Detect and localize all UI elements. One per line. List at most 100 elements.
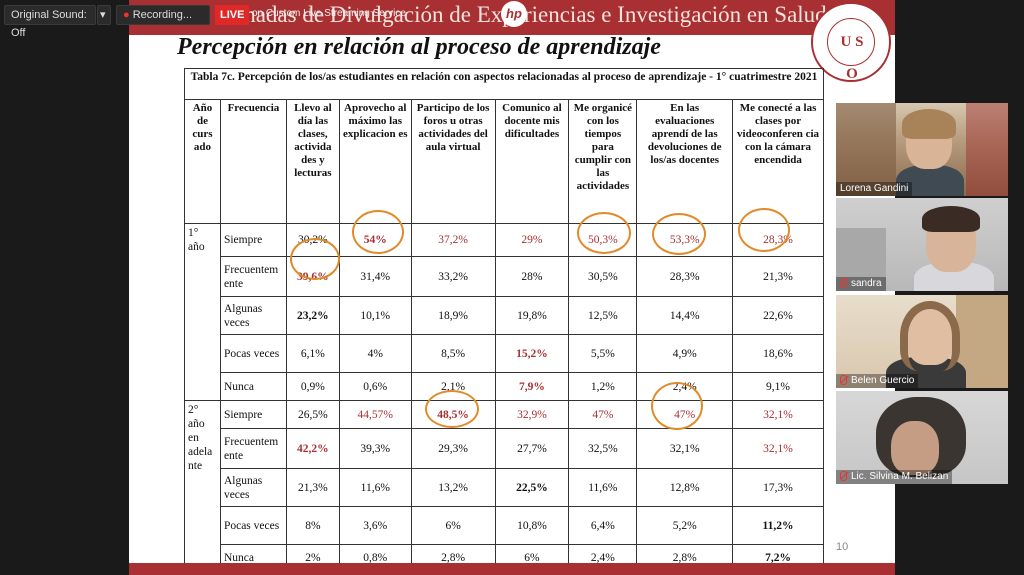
value-cell: 8,5% <box>410 334 496 373</box>
hp-logo-icon: hp <box>501 1 527 27</box>
value-cell: 29% <box>494 223 570 257</box>
value-cell: 42,2% <box>285 428 340 469</box>
value-cell: 12,8% <box>636 468 734 507</box>
value-cell: 4,9% <box>636 334 734 373</box>
value-cell: 4% <box>338 334 412 373</box>
chevron-down-icon[interactable]: ▾ <box>97 5 111 25</box>
value-cell: 33,2% <box>410 256 496 297</box>
video-tile[interactable]: Lorena Gandini <box>836 103 1008 196</box>
value-cell: 0,9% <box>285 372 340 401</box>
value-cell: 27,7% <box>494 428 570 469</box>
live-badge[interactable]: LIVE <box>215 5 250 25</box>
value-cell: 9,1% <box>732 372 824 401</box>
column-header: Frecuencia <box>219 99 287 224</box>
page-number: 10 <box>836 541 849 553</box>
value-cell: 6,1% <box>285 334 340 373</box>
table-row: 1° año Siempre 30,2% 54% 37,2% 29% 50,3% 53,3% 2… <box>184 223 824 401</box>
value-cell: 0,6% <box>338 372 412 401</box>
value-cell: 22,5% <box>494 468 570 507</box>
frequency-cell: Nunca <box>219 372 287 401</box>
value-cell: 6,4% <box>568 506 638 545</box>
mic-muted-icon <box>840 471 847 482</box>
slide-footer-bar <box>129 563 895 575</box>
value-cell: 7,9% <box>494 372 570 401</box>
value-cell: 50,3% <box>568 223 638 257</box>
value-cell: 13,2% <box>410 468 496 507</box>
original-sound-button[interactable]: Original Sound: Off <box>4 5 96 39</box>
value-cell: 21,3% <box>732 256 824 297</box>
value-cell: 15,2% <box>494 334 570 373</box>
year-cell: 2° año en adela nte <box>184 400 221 571</box>
value-cell: 39,3% <box>338 428 412 469</box>
mic-muted-icon <box>840 375 847 386</box>
value-cell: 1,2% <box>568 372 638 401</box>
value-cell: 29,3% <box>410 428 496 469</box>
value-cell: 32,5% <box>568 428 638 469</box>
table-row: Algunas veces 23,2% 10,1% 18,9% 19,8% 12,5% 14… <box>185 296 824 335</box>
recording-indicator[interactable]: ● Recording... <box>116 5 210 25</box>
presentation-slide: Tras las Jornadas de Divulgación de Expe… <box>129 0 895 575</box>
value-cell: 5,5% <box>568 334 638 373</box>
mic-muted-icon <box>840 278 847 289</box>
frequency-cell: Frecuentem ente <box>219 256 287 297</box>
value-cell: 47% <box>568 400 638 429</box>
value-cell: 18,9% <box>410 296 496 335</box>
value-cell: 39,6% <box>285 256 340 297</box>
value-cell: 19,8% <box>494 296 570 335</box>
value-cell: 21,3% <box>285 468 340 507</box>
live-service-label: on Custom Live Streaming Service <box>252 8 406 19</box>
value-cell: 30,2% <box>285 223 340 257</box>
column-header: Me organicé con los tiempos para cumplir… <box>568 99 638 224</box>
value-cell: 23,2% <box>285 296 340 335</box>
value-cell: 6% <box>410 506 496 545</box>
value-cell: 32,9% <box>494 400 570 429</box>
column-header: Aprovecho al máximo las explicacion es <box>338 99 412 224</box>
video-tile[interactable]: Belen Guercio <box>836 295 1008 388</box>
value-cell: 11,6% <box>338 468 412 507</box>
column-header: Comunico al docente mis dificultades <box>494 99 570 224</box>
video-tile[interactable]: Lic. Silvina M. Belizan <box>836 391 1008 484</box>
table-row: 2° año en adela nte Siempre 26,5% 44,57% 48,… <box>184 400 824 571</box>
table-row: Frecuentem ente 39,6% 31,4% 33,2% 28% 30,5% 28… <box>185 256 824 297</box>
value-cell: 14,4% <box>636 296 734 335</box>
slide-title: Percepción en relación al proceso de apr… <box>177 34 661 60</box>
value-cell: 47% <box>636 400 734 429</box>
table-row: Pocas veces 6,1% 4% 8,5% 15,2% 5,5% 4,9% 18,6% <box>185 334 824 373</box>
value-cell: 11,2% <box>732 506 824 545</box>
value-cell: 28% <box>494 256 570 297</box>
value-cell: 28,3% <box>732 223 824 257</box>
perception-table: Tabla 7c. Percepción de los/as estudiant… <box>184 68 824 571</box>
column-header: Participo de los foros u otras actividad… <box>410 99 496 224</box>
table-row: Pocas veces 8% 3,6% 6% 10,8% 6,4% 5,2% 11,2% <box>185 506 824 545</box>
value-cell: 12,5% <box>568 296 638 335</box>
university-seal-icon: U S O <box>811 2 891 82</box>
participant-label: Lic. Silvina M. Belizan <box>836 470 953 484</box>
value-cell: 17,3% <box>732 468 824 507</box>
value-cell: 37,2% <box>410 223 496 257</box>
value-cell: 3,6% <box>338 506 412 545</box>
frequency-cell: Siempre <box>219 400 287 429</box>
frequency-cell: Frecuentem ente <box>219 428 287 469</box>
frequency-cell: Pocas veces <box>219 506 287 545</box>
table-row: Frecuentem ente 42,2% 39,3% 29,3% 27,7% 32,5%… <box>185 428 824 469</box>
frequency-cell: Algunas veces <box>219 468 287 507</box>
record-icon: ● <box>123 9 133 21</box>
value-cell: 2,1% <box>410 372 496 401</box>
value-cell: 32,1% <box>732 400 824 429</box>
column-header: Me conecté a las clases por videoconfere… <box>732 99 824 224</box>
column-header: Llevo al día las clases, activida des y … <box>285 99 340 224</box>
column-header: En las evaluaciones aprendí de las devol… <box>636 99 734 224</box>
value-cell: 44,57% <box>338 400 412 429</box>
video-tile[interactable]: sandra <box>836 198 1008 291</box>
value-cell: 8% <box>285 506 340 545</box>
value-cell: 30,5% <box>568 256 638 297</box>
value-cell: 28,3% <box>636 256 734 297</box>
value-cell: 2,4% <box>636 372 734 401</box>
column-header: Año de curs ado <box>184 99 221 224</box>
participant-name: Belen Guercio <box>851 375 915 386</box>
year-cell: 1° año <box>184 223 221 401</box>
value-cell: 48,5% <box>410 400 496 429</box>
value-cell: 18,6% <box>732 334 824 373</box>
value-cell: 11,6% <box>568 468 638 507</box>
zoom-meeting-controls: Original Sound: Off ▾ ● Recording... LIV… <box>0 0 440 39</box>
